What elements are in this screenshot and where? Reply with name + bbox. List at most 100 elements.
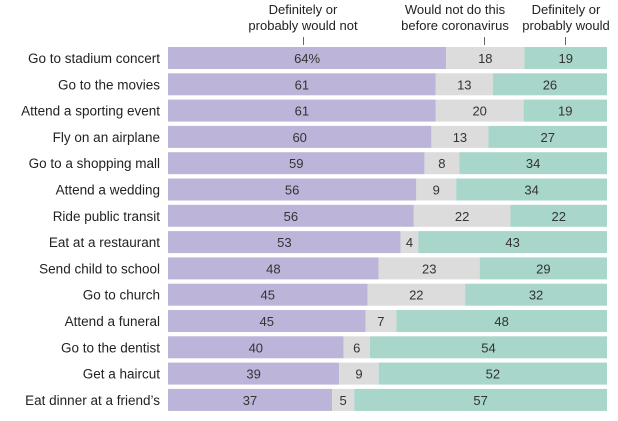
category-label: Send child to school: [39, 261, 160, 276]
bar-segment-would-not: [168, 73, 436, 96]
value-label-not-before: 22: [455, 209, 469, 224]
bar-segment-would-not: [168, 178, 417, 201]
value-label-would-not: 48: [266, 261, 280, 276]
bar-segment-would: [492, 73, 607, 96]
bar-segment-would-not: [168, 257, 379, 280]
value-label-not-before: 8: [438, 156, 445, 171]
value-label-would: 43: [505, 235, 519, 250]
bar-segment-would: [524, 47, 607, 69]
bar-segment-would-not: [168, 283, 368, 306]
category-label: Go to the dentist: [61, 340, 160, 355]
bar-segment-would: [456, 178, 607, 201]
value-label-not-before: 20: [472, 104, 486, 119]
value-label-would-not: 60: [292, 130, 306, 145]
value-label-not-before: 18: [478, 51, 492, 66]
value-label-not-before: 4: [406, 235, 413, 250]
legend-would-not-line2: probably would not: [248, 18, 358, 33]
value-label-would-not: 40: [249, 340, 263, 355]
bar-segment-not-before: [365, 310, 397, 332]
bar-segment-not-before: [416, 178, 457, 201]
value-label-would: 19: [558, 104, 572, 119]
bar-segment-not-before: [424, 152, 460, 175]
bar-segment-not-before: [435, 73, 493, 96]
category-label: Go to a shopping mall: [29, 156, 160, 171]
bar-segment-would-not: [168, 204, 414, 227]
value-label-would-not: 53: [277, 235, 291, 250]
value-label-would: 54: [481, 340, 495, 355]
value-label-not-before: 6: [353, 340, 360, 355]
value-label-not-before: 9: [433, 183, 440, 198]
bar-segment-would-not: [168, 125, 432, 148]
bar-segment-would: [396, 310, 607, 332]
bar-segment-would-not: [168, 99, 436, 122]
category-label: Go to church: [83, 288, 160, 303]
value-label-would-not: 59: [289, 156, 303, 171]
bar-segment-would-not: [168, 388, 333, 411]
value-label-would-not: 39: [246, 367, 260, 382]
bar-segment-not-before: [446, 47, 525, 69]
value-label-not-before: 9: [355, 367, 362, 382]
value-label-would-not: 61: [295, 77, 309, 92]
value-label-would: 52: [486, 367, 500, 382]
bar-segment-would-not: [168, 47, 447, 69]
legend-would-not-line1: Definitely or: [268, 2, 338, 17]
category-label: Eat dinner at a friend’s: [25, 393, 160, 408]
bar-segment-would: [523, 99, 607, 122]
legend-not-before: Would not do this before coronavirus: [395, 2, 515, 34]
category-label: Attend a sporting event: [21, 104, 160, 119]
value-label-would-not: 64%: [294, 51, 320, 66]
bar-segment-would-not: [168, 362, 340, 385]
bar-segment-would-not: [168, 336, 344, 359]
value-label-would: 19: [558, 51, 572, 66]
bar-segment-would-not: [168, 310, 366, 332]
legend-tick-would: [565, 37, 566, 45]
legend-tick-not-before: [484, 37, 485, 45]
value-label-would-not: 45: [260, 314, 274, 329]
value-label-not-before: 13: [457, 77, 471, 92]
category-label: Attend a funeral: [65, 314, 160, 329]
bar-segment-not-before: [339, 362, 379, 385]
value-label-not-before: 23: [422, 261, 436, 276]
value-label-would-not: 61: [295, 104, 309, 119]
category-label: Ride public transit: [53, 209, 161, 224]
bar-segment-not-before: [343, 336, 370, 359]
legend-would-not: Definitely or probably would not: [238, 2, 368, 34]
legend-not-before-line1: Would not do this: [404, 2, 506, 17]
legend-would-line1: Definitely or: [531, 2, 601, 17]
legend-tick-would-not: [303, 37, 304, 45]
value-label-not-before: 22: [409, 288, 423, 303]
legend-would: Definitely or probably would: [518, 2, 614, 34]
value-label-would: 48: [494, 314, 508, 329]
value-label-would-not: 37: [243, 393, 257, 408]
value-label-would: 57: [473, 393, 487, 408]
bar-segment-not-before: [332, 388, 355, 411]
bar-segment-would: [354, 388, 607, 411]
value-label-would: 34: [524, 183, 538, 198]
bar-segment-would-not: [168, 231, 401, 254]
value-label-would: 22: [551, 209, 565, 224]
bar-segment-not-before: [367, 283, 466, 306]
bar-segment-not-before: [400, 231, 419, 254]
value-label-would: 34: [526, 156, 540, 171]
category-label: Attend a wedding: [56, 183, 160, 198]
category-label: Eat at a restaurant: [49, 235, 160, 250]
bar-segment-not-before: [431, 125, 489, 148]
bar-segment-would: [459, 152, 607, 175]
category-label: Go to the movies: [58, 77, 160, 92]
bar-segment-would: [369, 336, 607, 359]
category-label: Get a haircut: [83, 367, 161, 382]
category-label: Fly on an airplane: [53, 130, 160, 145]
bar-segment-not-before: [435, 99, 524, 122]
bar-segment-would: [479, 257, 607, 280]
value-label-would: 27: [541, 130, 555, 145]
value-label-not-before: 13: [453, 130, 467, 145]
value-label-would: 29: [536, 261, 550, 276]
value-label-would-not: 56: [285, 183, 299, 198]
bar-segment-would-not: [168, 152, 425, 175]
bar-segment-would: [465, 283, 607, 306]
bar-segment-not-before: [413, 204, 511, 227]
legend-not-before-line2: before coronavirus: [401, 18, 509, 33]
category-label: Go to stadium concert: [28, 51, 160, 66]
bar-segment-not-before: [378, 257, 480, 280]
